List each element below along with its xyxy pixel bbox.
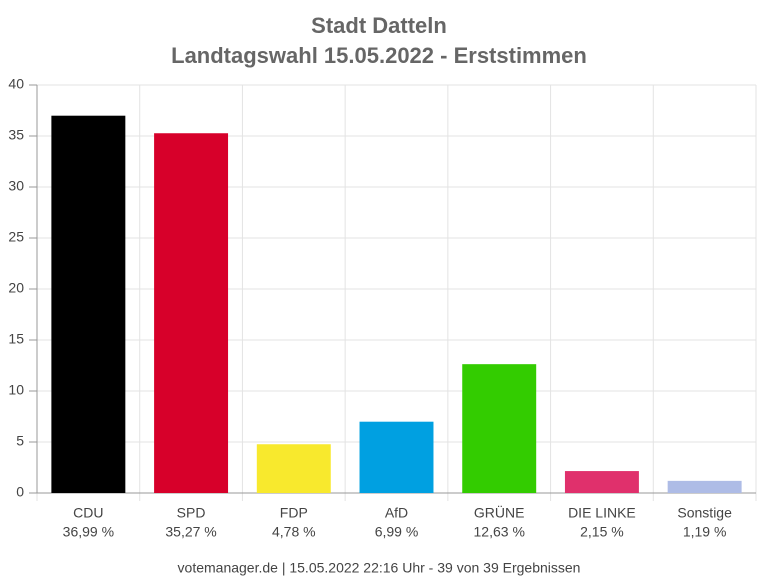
x-tick-label: DIE LINKE (568, 505, 636, 521)
x-tick-label: GRÜNE (474, 504, 525, 521)
bar (359, 421, 434, 493)
y-tick-label: 15 (8, 331, 24, 347)
value-label: 6,99 % (375, 524, 419, 540)
chart-title: Stadt Datteln (311, 13, 447, 38)
y-tick-label: 20 (8, 280, 24, 296)
y-tick-label: 5 (16, 433, 24, 449)
y-tick-label: 0 (16, 484, 24, 500)
bar (564, 471, 639, 493)
bar (462, 364, 537, 493)
value-label: 35,27 % (165, 524, 216, 540)
value-label: 12,63 % (474, 524, 525, 540)
value-label: 2,15 % (580, 524, 624, 540)
y-tick-label: 35 (8, 127, 24, 143)
bar (51, 115, 126, 494)
source: votemanager.de | 15.05.2022 22:16 Uhr - … (178, 560, 581, 576)
x-tick-label: CDU (73, 505, 103, 521)
bar (667, 480, 742, 493)
value-label: 4,78 % (272, 524, 316, 540)
y-tick-label: 10 (8, 382, 24, 398)
value-label: 1,19 % (683, 524, 727, 540)
bar (154, 133, 229, 493)
y-tick-label: 25 (8, 229, 24, 245)
chart-subtitle: Landtagswahl 15.05.2022 - Erststimmen (171, 43, 587, 68)
y-tick-label: 40 (8, 76, 24, 92)
x-tick-label: AfD (385, 505, 408, 521)
bar (256, 444, 331, 493)
x-tick-label: SPD (177, 505, 206, 521)
y-tick-label: 30 (8, 178, 24, 194)
value-label: 36,99 % (63, 524, 114, 540)
x-tick-label: Sonstige (677, 505, 732, 521)
x-tick-label: FDP (280, 505, 308, 521)
